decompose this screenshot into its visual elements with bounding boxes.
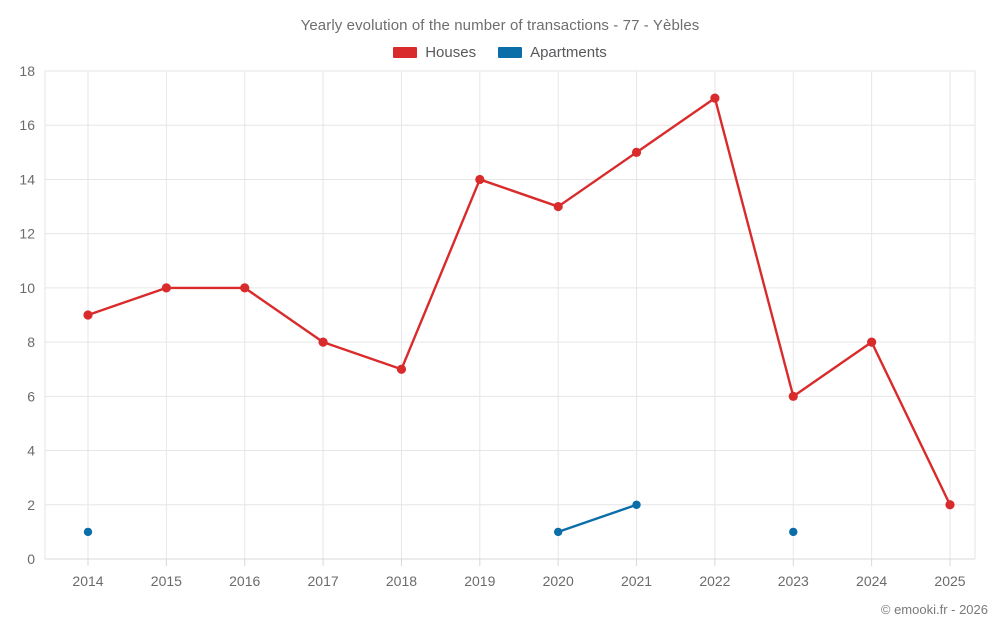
y-axis-tick-label: 12 xyxy=(19,226,35,242)
series-line xyxy=(86,96,952,506)
x-axis-tick-label: 2016 xyxy=(229,573,260,589)
y-axis-tick-label: 10 xyxy=(19,280,35,296)
data-point[interactable] xyxy=(553,527,563,537)
series-apartments xyxy=(83,500,798,537)
legend-label-houses: Houses xyxy=(425,44,477,61)
data-point[interactable] xyxy=(710,93,720,103)
data-point[interactable] xyxy=(788,391,798,401)
legend-swatch-houses xyxy=(393,47,418,58)
data-point[interactable] xyxy=(396,364,407,374)
x-axis-tick-label: 2021 xyxy=(621,573,652,589)
x-axis-tick-label: 2019 xyxy=(464,573,495,589)
data-point[interactable] xyxy=(632,500,641,509)
chart-legend: Houses Apartments xyxy=(0,45,1000,60)
chart-title: Yearly evolution of the number of transa… xyxy=(300,17,700,34)
x-axis-tick-label: 2017 xyxy=(308,573,339,589)
x-axis-tick-label: 2018 xyxy=(386,573,417,589)
y-axis-tick-label: 14 xyxy=(19,171,35,187)
x-axis-tick-label: 2015 xyxy=(151,573,182,589)
data-point[interactable] xyxy=(318,337,328,347)
y-axis-tick-label: 8 xyxy=(27,334,35,350)
legend-label-apartments: Apartments xyxy=(530,44,607,61)
data-point[interactable] xyxy=(631,147,642,157)
y-axis-tick-label: 16 xyxy=(19,117,35,133)
legend-item-houses[interactable]: Houses xyxy=(393,45,476,60)
y-axis-tick-label: 6 xyxy=(27,388,35,404)
x-axis-tick-label: 2014 xyxy=(72,573,103,589)
x-axis-tick-label: 2020 xyxy=(543,573,574,589)
data-point[interactable] xyxy=(161,283,171,293)
data-point[interactable] xyxy=(867,337,877,347)
data-point[interactable] xyxy=(83,527,93,537)
x-axis-tick-label: 2024 xyxy=(856,573,887,589)
series-houses xyxy=(83,93,955,510)
y-axis-tick-label: 2 xyxy=(27,497,35,513)
y-axis-tick-label: 4 xyxy=(27,443,35,459)
data-point[interactable] xyxy=(945,500,955,510)
data-point[interactable] xyxy=(789,527,798,537)
data-point[interactable] xyxy=(240,283,250,293)
data-point[interactable] xyxy=(475,174,485,185)
series-line xyxy=(556,503,638,534)
copyright-notice: © emooki.fr - 2026 xyxy=(880,602,988,617)
x-axis-tick-label: 2022 xyxy=(699,573,730,589)
legend-item-apartments[interactable]: Apartments xyxy=(498,45,607,60)
x-axis-tick-label: 2025 xyxy=(934,573,965,589)
x-axis-tick-label: 2023 xyxy=(778,573,809,589)
legend-swatch-apartments xyxy=(498,47,523,58)
y-axis-tick-label: 18 xyxy=(19,63,35,79)
y-axis-tick-label: 0 xyxy=(27,551,35,567)
data-point[interactable] xyxy=(83,310,93,320)
data-point[interactable] xyxy=(553,201,563,212)
